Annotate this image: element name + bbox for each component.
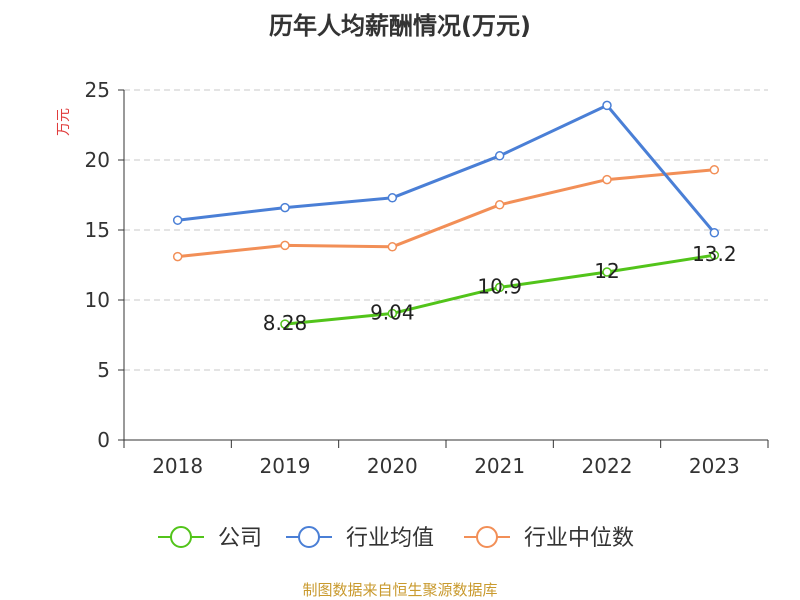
data-label: 10.9 <box>477 274 522 298</box>
data-point <box>387 308 398 319</box>
y-axis-label: 万元 <box>56 108 72 136</box>
data-point <box>280 319 290 329</box>
data-point <box>387 242 398 252</box>
y-tick-label: 20 <box>85 148 110 172</box>
series-line <box>177 103 716 234</box>
x-tick-label: 2021 <box>474 454 525 478</box>
data-point <box>709 228 720 238</box>
x-tick-label: 2020 <box>367 454 418 478</box>
y-tick-label: 25 <box>85 78 110 102</box>
legend-label: 公司 <box>218 526 262 551</box>
source-note: 制图数据来自恒生聚源数据库 <box>302 581 497 599</box>
legend-item[interactable]: 行业均值 <box>286 526 434 551</box>
y-tick-label: 5 <box>97 358 110 382</box>
chart-title: 历年人均薪酬情况(万元) <box>269 12 531 40</box>
series-line <box>177 168 715 259</box>
y-tick-label: 0 <box>97 428 110 452</box>
data-point <box>602 267 612 277</box>
data-point <box>494 282 505 293</box>
legend-marker <box>298 526 320 548</box>
legend-marker <box>476 526 498 548</box>
data-label: 9.04 <box>370 300 415 324</box>
data-point <box>387 193 398 203</box>
data-point <box>280 240 290 251</box>
data-label: 12 <box>594 259 619 283</box>
data-point <box>602 100 612 111</box>
x-tick-label: 2022 <box>582 454 633 478</box>
data-point <box>172 251 183 262</box>
x-tick-label: 2019 <box>260 454 311 478</box>
data-label: 13.2 <box>692 242 737 266</box>
data-label: 8.28 <box>263 311 308 335</box>
x-tick-label: 2018 <box>152 454 203 478</box>
data-point <box>709 250 720 260</box>
data-point <box>280 202 290 213</box>
axes: 0 5 10 15 20 25 2018 2019 2020 2021 2022 2023 <box>85 78 769 478</box>
data-labels: 8.28 9.04 10.9 12 13.2 <box>263 242 737 335</box>
legend: 公司 行业均值 行业中位数 <box>158 526 634 551</box>
x-tick-label: 2023 <box>689 454 740 478</box>
legend-item[interactable]: 公司 <box>158 526 262 551</box>
series-lines <box>172 100 720 329</box>
legend-item[interactable]: 行业中位数 <box>464 526 634 551</box>
data-point <box>602 174 612 185</box>
grid-lines <box>124 89 768 371</box>
y-tick-label: 15 <box>85 218 110 242</box>
y-tick-label: 10 <box>85 288 110 312</box>
data-point <box>709 165 720 175</box>
legend-label: 行业中位数 <box>524 526 634 551</box>
legend-label: 行业均值 <box>346 526 434 551</box>
legend-marker <box>170 526 192 548</box>
data-point <box>172 215 183 225</box>
data-point <box>494 151 505 161</box>
data-point <box>494 200 505 210</box>
